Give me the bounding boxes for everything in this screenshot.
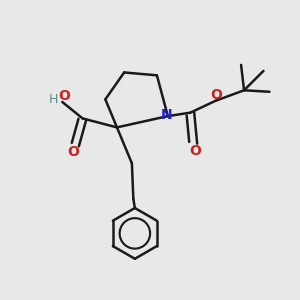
Text: O: O (59, 89, 70, 103)
Text: O: O (210, 88, 222, 102)
Text: O: O (189, 144, 201, 158)
Text: N: N (160, 108, 172, 122)
Text: O: O (68, 145, 80, 159)
Text: H: H (49, 93, 58, 106)
